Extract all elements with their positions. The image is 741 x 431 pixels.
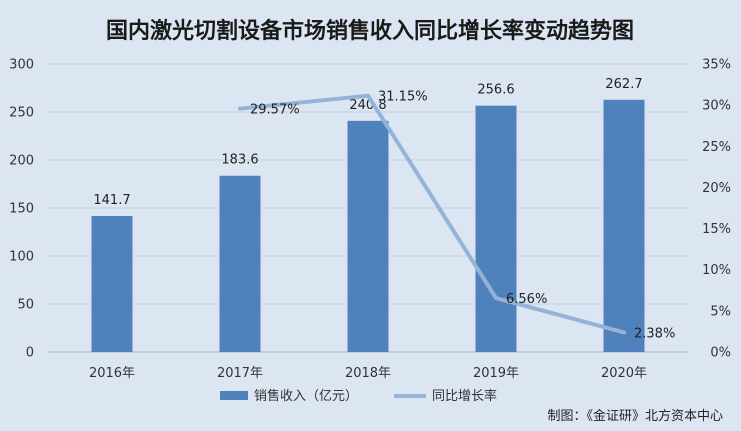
left-tick-label: 150 (9, 202, 34, 217)
x-tick-label: 2020年 (601, 366, 647, 381)
right-tick-label: 30% (702, 99, 731, 114)
x-tick-label: 2016年 (89, 366, 135, 381)
line-data-label: 31.15% (378, 90, 428, 105)
source-note: 制图：《金证研》北方资本中心 (547, 408, 723, 424)
right-axis-ticks: 0% 5% 10% 15% 20% 25% 30% 35% (702, 58, 731, 361)
left-tick-label: 300 (9, 58, 34, 73)
left-tick-label: 200 (9, 154, 34, 169)
right-tick-label: 20% (702, 181, 731, 196)
bar-data-label: 262.7 (605, 77, 642, 92)
line-point (238, 106, 242, 111)
legend-bar-swatch (220, 391, 248, 400)
line-point (494, 296, 498, 301)
right-tick-label: 5% (710, 304, 731, 319)
bar (603, 99, 645, 352)
chart-title: 国内激光切割设备市场销售收入同比增长率变动趋势图 (106, 18, 634, 44)
x-tick-label: 2018年 (345, 366, 391, 381)
right-tick-label: 10% (702, 263, 731, 278)
line-series: 29.57% 31.15% 6.56% 2.38% (238, 90, 675, 341)
left-tick-label: 100 (9, 250, 34, 265)
right-tick-label: 35% (702, 58, 731, 73)
legend: 销售收入（亿元） 同比增长率 (220, 388, 497, 404)
bar (91, 215, 133, 352)
bar (347, 120, 389, 352)
x-axis-ticks: 2016年 2017年 2018年 2019年 2020年 (89, 366, 647, 381)
left-tick-label: 0 (26, 346, 34, 361)
line-data-label: 2.38% (634, 326, 675, 341)
line-point (622, 330, 626, 335)
line-data-label: 6.56% (506, 292, 547, 307)
left-axis-ticks: 0 50 100 150 200 250 300 (9, 58, 34, 361)
bar-data-label: 256.6 (477, 83, 514, 98)
right-tick-label: 0% (710, 346, 731, 361)
right-tick-label: 15% (702, 222, 731, 237)
right-tick-label: 25% (702, 140, 731, 155)
line-data-label: 29.57% (250, 103, 300, 118)
legend-bar-label: 销售收入（亿元） (254, 388, 358, 404)
left-tick-label: 50 (17, 298, 34, 313)
left-tick-label: 250 (9, 106, 34, 121)
x-tick-label: 2019年 (473, 366, 519, 381)
bar-data-label: 141.7 (93, 193, 130, 208)
bar-data-label: 183.6 (221, 153, 258, 168)
bar (219, 175, 261, 352)
bar (475, 105, 517, 352)
legend-line-label: 同比增长率 (432, 388, 497, 404)
growth-line (238, 93, 626, 335)
line-point (366, 93, 370, 98)
x-tick-label: 2017年 (217, 366, 263, 381)
